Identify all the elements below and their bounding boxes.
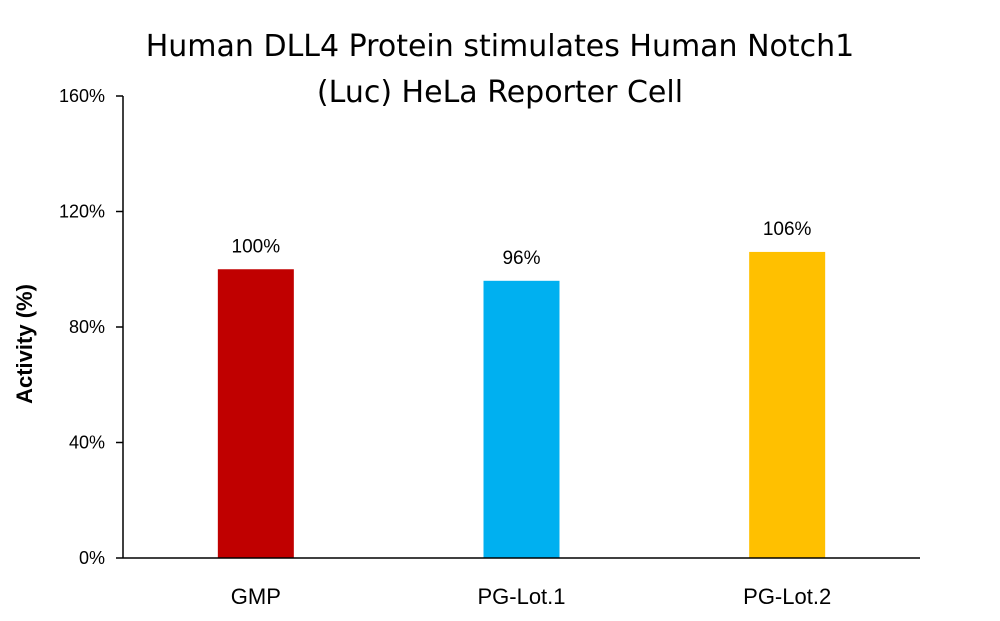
data-label: 96% <box>502 248 540 269</box>
bar-gmp <box>217 269 294 558</box>
y-tick-label: 80% <box>69 317 105 337</box>
data-labels: 100% 96% 106% <box>232 219 812 269</box>
y-axis-label: Activity (%) <box>12 284 37 404</box>
x-category-label: PG-Lot.2 <box>743 584 831 609</box>
bar-pg-lot-1 <box>483 280 560 558</box>
x-axis-category-labels: GMP PG-Lot.1 PG-Lot.2 <box>231 584 831 609</box>
bar-pg-lot-2 <box>749 251 826 559</box>
y-tick-label: 40% <box>69 433 105 453</box>
y-tick-label: 120% <box>59 202 105 222</box>
y-tick-label: 0% <box>79 548 105 568</box>
data-label: 100% <box>232 236 281 257</box>
chart-title-line-2: (Luc) HeLa Reporter Cell <box>317 75 683 110</box>
data-label: 106% <box>763 219 812 240</box>
x-category-label: GMP <box>231 584 281 609</box>
bars <box>217 251 826 559</box>
chart-title-line-1: Human DLL4 Protein stimulates Human Notc… <box>146 29 855 64</box>
y-tick-label: 160% <box>59 86 105 106</box>
x-category-label: PG-Lot.1 <box>477 584 565 609</box>
y-axis-ticks: 0% 40% 80% 120% 160% <box>59 86 123 568</box>
